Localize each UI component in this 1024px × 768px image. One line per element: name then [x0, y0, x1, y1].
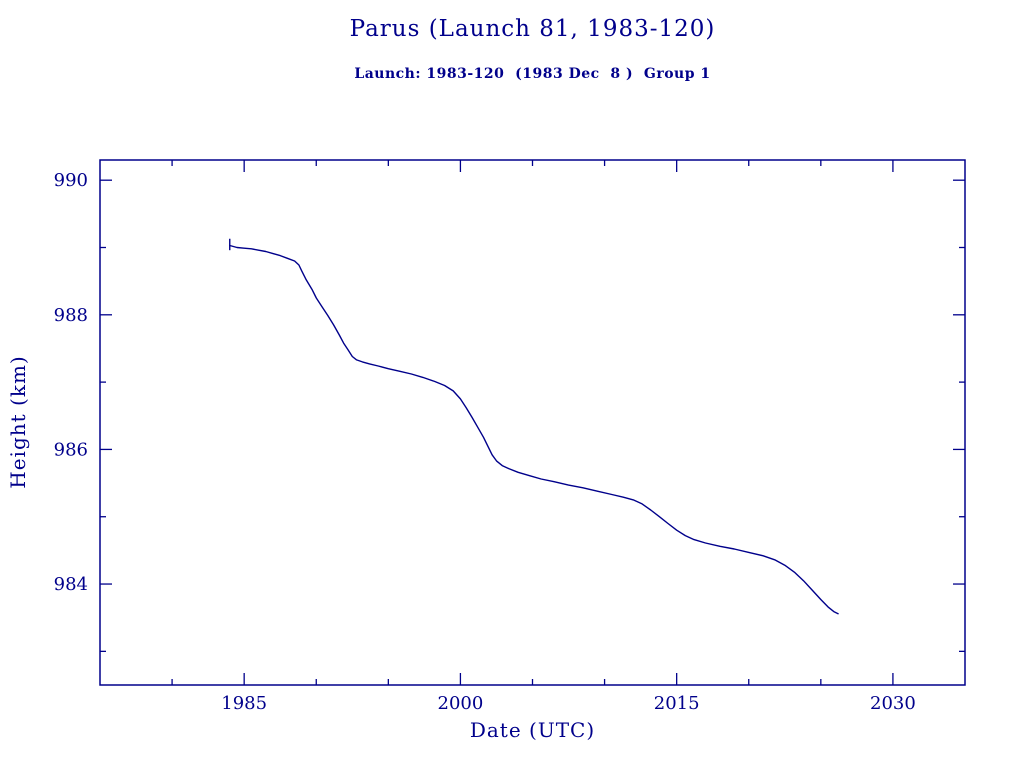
chart-subtitle: Launch: 1983-120 (1983 Dec 8 ) Group 1 — [354, 66, 711, 82]
x-axis-label: Date (UTC) — [469, 718, 596, 742]
y-tick-label: 988 — [54, 305, 88, 326]
x-tick-label: 2000 — [438, 693, 484, 714]
x-tick-label: 2030 — [870, 693, 916, 714]
chart-title: Parus (Launch 81, 1983-120) — [349, 16, 716, 42]
x-tick-label: 1985 — [221, 693, 267, 714]
x-tick-label: 2015 — [654, 693, 700, 714]
y-tick-label: 984 — [54, 574, 88, 595]
data-line-height-km — [229, 244, 839, 615]
y-tick-label: 990 — [54, 170, 88, 191]
y-tick-label: 986 — [54, 439, 88, 460]
y-axis-label: Height (km) — [6, 355, 30, 489]
